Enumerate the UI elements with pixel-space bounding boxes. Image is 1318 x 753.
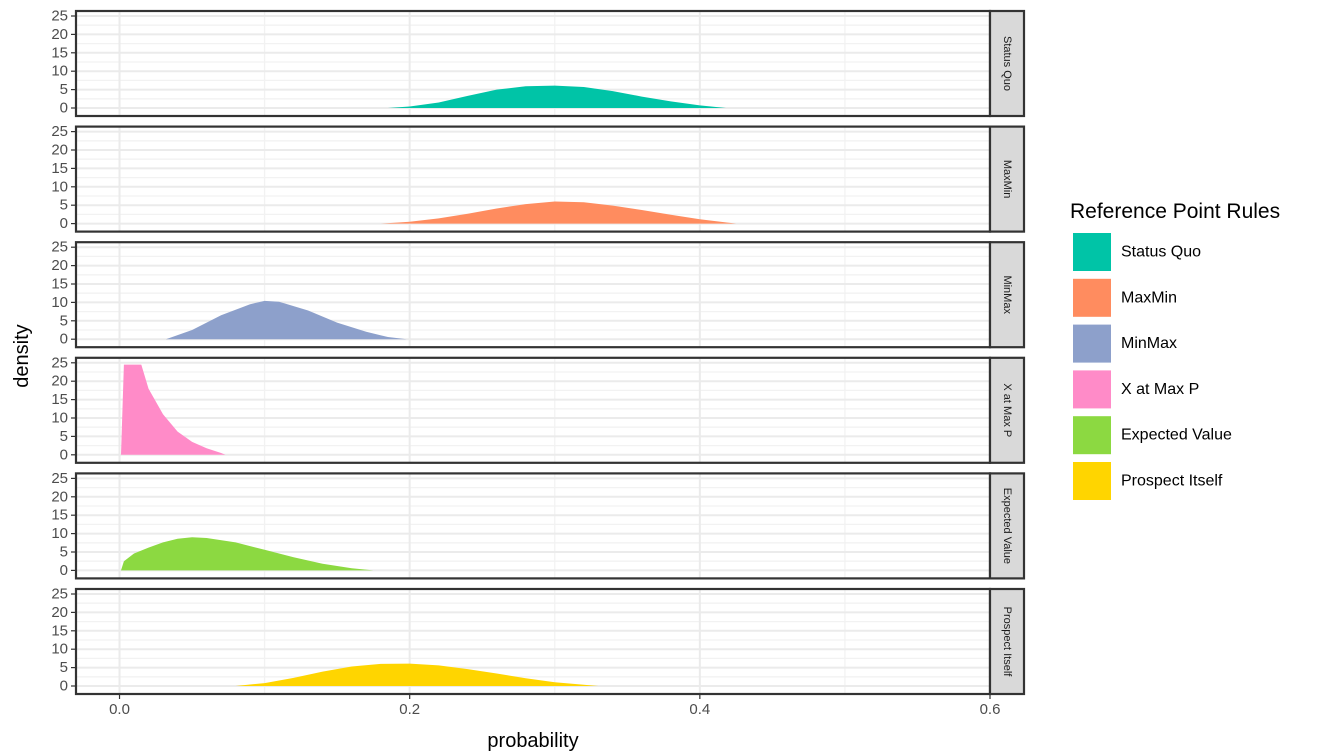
facet-strip <box>988 9 1026 118</box>
y-tick-label: 5 <box>60 659 68 676</box>
legend-item-expected-value: Expected Value <box>1073 416 1232 455</box>
density-area-minmax <box>165 300 407 340</box>
density-area-expected-value <box>121 537 374 571</box>
y-axis-title: density <box>11 324 33 387</box>
x-tick-label: 0.4 <box>689 701 710 718</box>
y-tick-label: 25 <box>51 586 68 603</box>
strip-label-prospect-itself: Prospect Itself <box>1001 607 1013 678</box>
density-area-prospect-itself <box>235 663 599 686</box>
legend-label: Status Quo <box>1121 244 1201 261</box>
y-tick-label: 0 <box>60 562 68 579</box>
legend-label: MaxMin <box>1121 289 1177 306</box>
y-tick-label: 15 <box>51 622 68 639</box>
y-tick-label: 15 <box>51 276 68 293</box>
legend-label: Expected Value <box>1121 427 1232 444</box>
legend-item-prospect-itself: Prospect Itself <box>1073 462 1223 500</box>
x-tick-label: 0.2 <box>399 701 420 718</box>
legend-label: Prospect Itself <box>1121 473 1223 490</box>
legend-title: Reference Point Rules <box>1070 200 1280 223</box>
y-tick-label: 0 <box>60 331 68 348</box>
strip-label-minmax: MinMax <box>1001 275 1013 314</box>
facet-strip <box>988 356 1026 464</box>
y-tick-label: 25 <box>51 123 68 140</box>
y-tick-label: 5 <box>60 312 68 329</box>
y-tick-label: 0 <box>60 215 68 232</box>
y-tick-label: 0 <box>60 100 68 117</box>
y-tick-label: 5 <box>60 197 68 214</box>
y-tick-label: 0 <box>60 446 68 463</box>
panel-background <box>76 357 990 463</box>
legend-swatch <box>1073 370 1111 409</box>
y-tick-label: 25 <box>51 8 68 25</box>
legend-swatch <box>1073 324 1111 363</box>
density-area-x-at-max-p <box>121 364 226 455</box>
y-tick-label: 25 <box>51 239 68 256</box>
facet-strip <box>988 125 1026 233</box>
y-tick-label: 15 <box>51 160 68 177</box>
y-tick-label: 15 <box>51 391 68 408</box>
legend-label: MinMax <box>1121 335 1177 352</box>
density-area-status-quo <box>387 85 726 108</box>
y-tick-label: 20 <box>51 142 68 159</box>
y-tick-label: 20 <box>51 488 68 505</box>
y-tick-label: 10 <box>51 63 68 80</box>
strip-label-maxmin: MaxMin <box>1001 160 1013 199</box>
x-axis: 0.0 0.2 0.4 0.6 <box>109 694 1000 718</box>
legend-item-status-quo: Status Quo <box>1073 233 1201 271</box>
panel-background <box>76 589 990 694</box>
facet-strip <box>988 241 1026 349</box>
y-tick-label: 0 <box>60 678 68 695</box>
y-tick-label: 10 <box>51 410 68 427</box>
y-tick-label: 25 <box>51 470 68 487</box>
legend-item-maxmin: MaxMin <box>1073 278 1177 317</box>
legend-swatch <box>1073 462 1111 500</box>
density-area-maxmin <box>380 201 737 224</box>
y-tick-label: 10 <box>51 641 68 658</box>
facet-strip <box>988 472 1026 580</box>
y-tick-label: 15 <box>51 507 68 524</box>
legend-swatch <box>1073 233 1111 271</box>
x-tick-label: 0.0 <box>109 701 130 718</box>
legend-item-x-at-max-p: X at Max P <box>1073 370 1199 409</box>
y-tick-label: 10 <box>51 178 68 195</box>
legend-swatch <box>1073 416 1111 455</box>
legend-item-minmax: MinMax <box>1073 324 1177 363</box>
y-tick-label: 20 <box>51 26 68 43</box>
y-tick-label: 25 <box>51 354 68 371</box>
y-tick-label: 15 <box>51 44 68 61</box>
strip-label-status-quo: Status Quo <box>1001 36 1013 91</box>
strip-label-x-at-max-p: X at Max P <box>1001 383 1013 437</box>
y-tick-label: 20 <box>51 604 68 621</box>
y-tick-label: 5 <box>60 428 68 445</box>
y-tick-label: 20 <box>51 373 68 390</box>
y-tick-label: 10 <box>51 525 68 542</box>
facet-panels: Status Quo0510152025MaxMin0510152025MinM… <box>51 8 1026 696</box>
legend: Reference Point Rules Status Quo MaxMin Mi… <box>1070 200 1280 500</box>
legend-label: X at Max P <box>1121 381 1199 398</box>
x-tick-label: 0.6 <box>980 701 1001 718</box>
y-tick-label: 5 <box>60 544 68 561</box>
strip-label-expected-value: Expected Value <box>1001 488 1013 564</box>
y-tick-label: 20 <box>51 257 68 274</box>
legend-swatch <box>1073 278 1111 317</box>
facet-strip <box>988 587 1026 696</box>
x-axis-title: probability <box>487 730 578 752</box>
y-tick-label: 10 <box>51 294 68 311</box>
y-tick-label: 5 <box>60 81 68 98</box>
